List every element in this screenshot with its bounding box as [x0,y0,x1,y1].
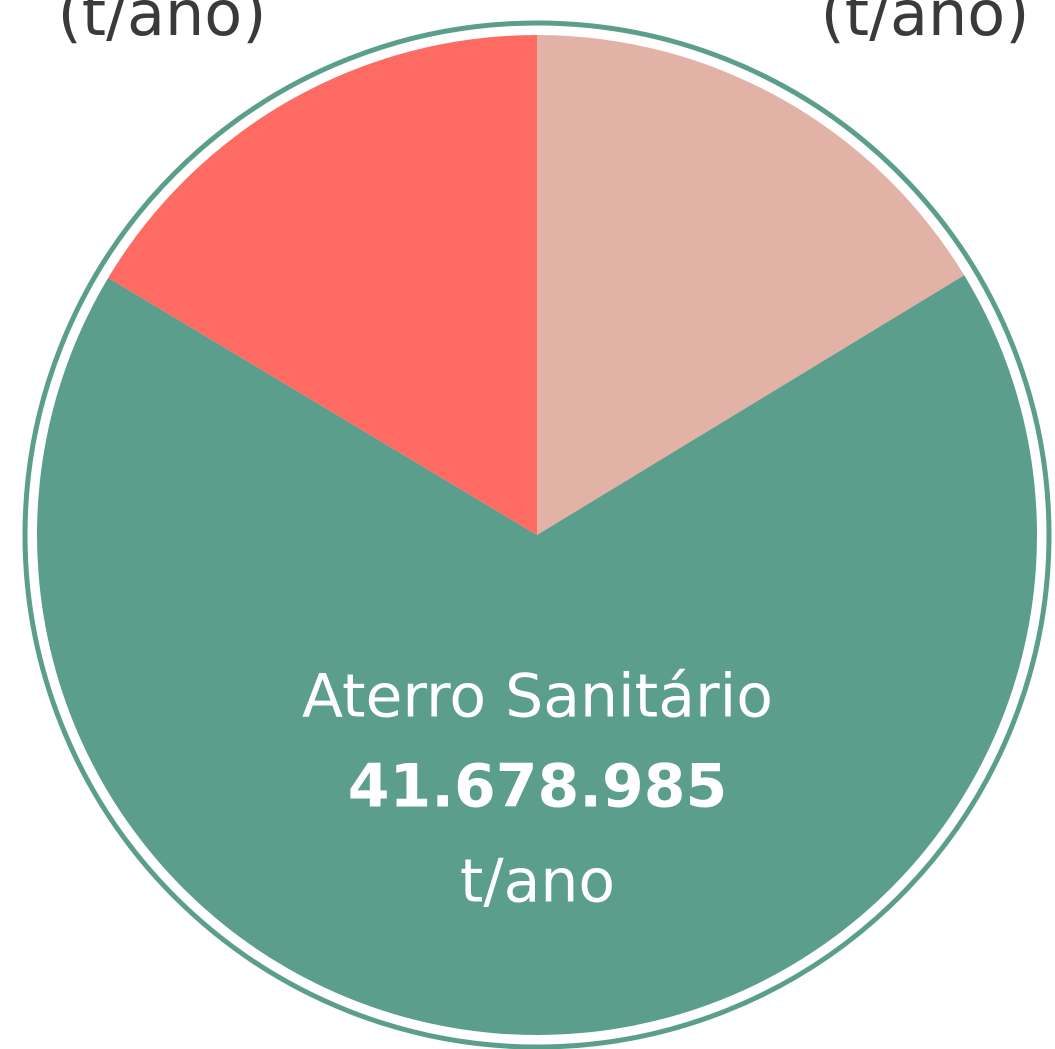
pie-slice [108,35,537,535]
pie-slice [36,275,1037,1036]
slice-value: 41.678.985 [348,752,728,822]
slice-label: Aterro Sanitário [302,662,773,732]
pie-slice [537,35,965,535]
annotation: (t/ano) [821,0,1030,50]
annotation: (t/ano) [58,0,267,50]
slice-unit: t/ano [460,847,615,917]
pie-ring [22,20,1052,1049]
